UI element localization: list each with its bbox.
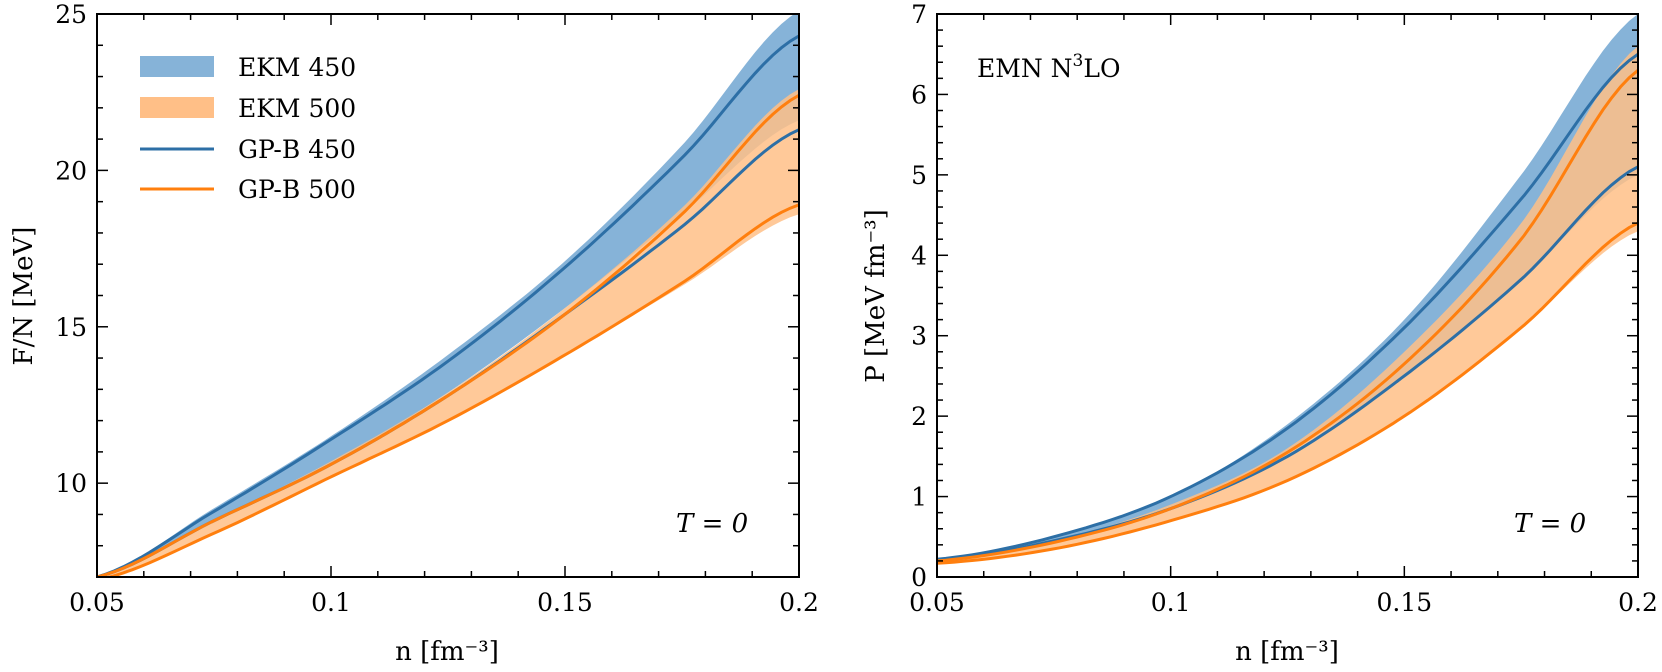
y-tick-label: 6 — [911, 80, 927, 109]
y-axis-label: P [MeV fm⁻³] — [861, 209, 891, 383]
series-lines — [97, 34, 799, 577]
y-tick-label: 15 — [55, 313, 87, 342]
temperature-annotation: T = 0 — [1514, 509, 1586, 539]
line-gp-b-500-upper — [937, 69, 1638, 563]
y-tick-label: 20 — [55, 156, 87, 185]
y-tick-label: 10 — [55, 469, 87, 498]
temperature-annotation: T = 0 — [676, 509, 748, 539]
plot-frame — [96, 13, 800, 578]
band-ekm-500 — [937, 46, 1638, 564]
x-tick-label: 0.15 — [537, 588, 593, 617]
y-tick-label: 0 — [911, 563, 927, 592]
model-label-main: EMN N — [977, 54, 1073, 83]
line-gp-b-500-lower — [937, 221, 1638, 565]
plot-frame — [936, 13, 1639, 578]
line-gp-b-450-lower — [937, 165, 1638, 563]
legend: EKM 450 EKM 500 GP-B 450 GP-B 500 — [140, 53, 356, 204]
model-label-suffix: LO — [1083, 54, 1120, 83]
x-tick-label: 0.1 — [311, 588, 351, 617]
line-gp-b-450-upper — [97, 34, 799, 577]
line-gp-b-450-upper — [937, 52, 1638, 561]
x-axis-label: n [fm⁻³] — [395, 637, 499, 667]
line-gp-b-500-lower — [103, 203, 799, 577]
x-tick-label: 0.05 — [909, 588, 965, 617]
x-axis-label: n [fm⁻³] — [1235, 637, 1339, 667]
legend-swatch-ekm-450 — [140, 56, 214, 77]
y-tick-label: 1 — [911, 483, 927, 512]
y-tick-label: 25 — [55, 0, 87, 29]
x-tick-label: 0.05 — [69, 588, 125, 617]
x-tick-label: 0.15 — [1376, 588, 1432, 617]
y-tick-label: 7 — [911, 0, 927, 29]
legend-swatch-ekm-500 — [140, 97, 214, 118]
x-tick-label: 0.2 — [779, 588, 819, 617]
free-energy-panel: 0.05 0.1 0.15 0.2 10 15 20 25 EKM 450 EKM 500 G… — [9, 0, 819, 667]
legend-label-ekm-500: EKM 500 — [238, 94, 356, 123]
ticks: 0.05 0.1 0.15 0.2 10 15 20 25 — [55, 0, 819, 617]
y-tick-label: 4 — [911, 241, 927, 270]
y-axis-label: F/N [MeV] — [9, 227, 39, 366]
legend-label-ekm-450: EKM 450 — [238, 53, 356, 82]
bands — [97, 14, 799, 577]
series-lines — [937, 52, 1638, 565]
legend-label-gpb-500: GP-B 500 — [238, 175, 356, 204]
x-tick-label: 0.2 — [1618, 588, 1658, 617]
model-label-sup: 3 — [1073, 51, 1084, 71]
line-gp-b-500-upper — [97, 94, 799, 577]
band-ekm-450 — [97, 14, 799, 577]
legend-label-gpb-450: GP-B 450 — [238, 135, 356, 164]
y-tick-label: 3 — [911, 322, 927, 351]
y-tick-label: 2 — [911, 402, 927, 431]
y-tick-label: 5 — [911, 161, 927, 190]
model-label: EMN N3LO — [977, 51, 1120, 83]
x-tick-label: 0.1 — [1151, 588, 1191, 617]
